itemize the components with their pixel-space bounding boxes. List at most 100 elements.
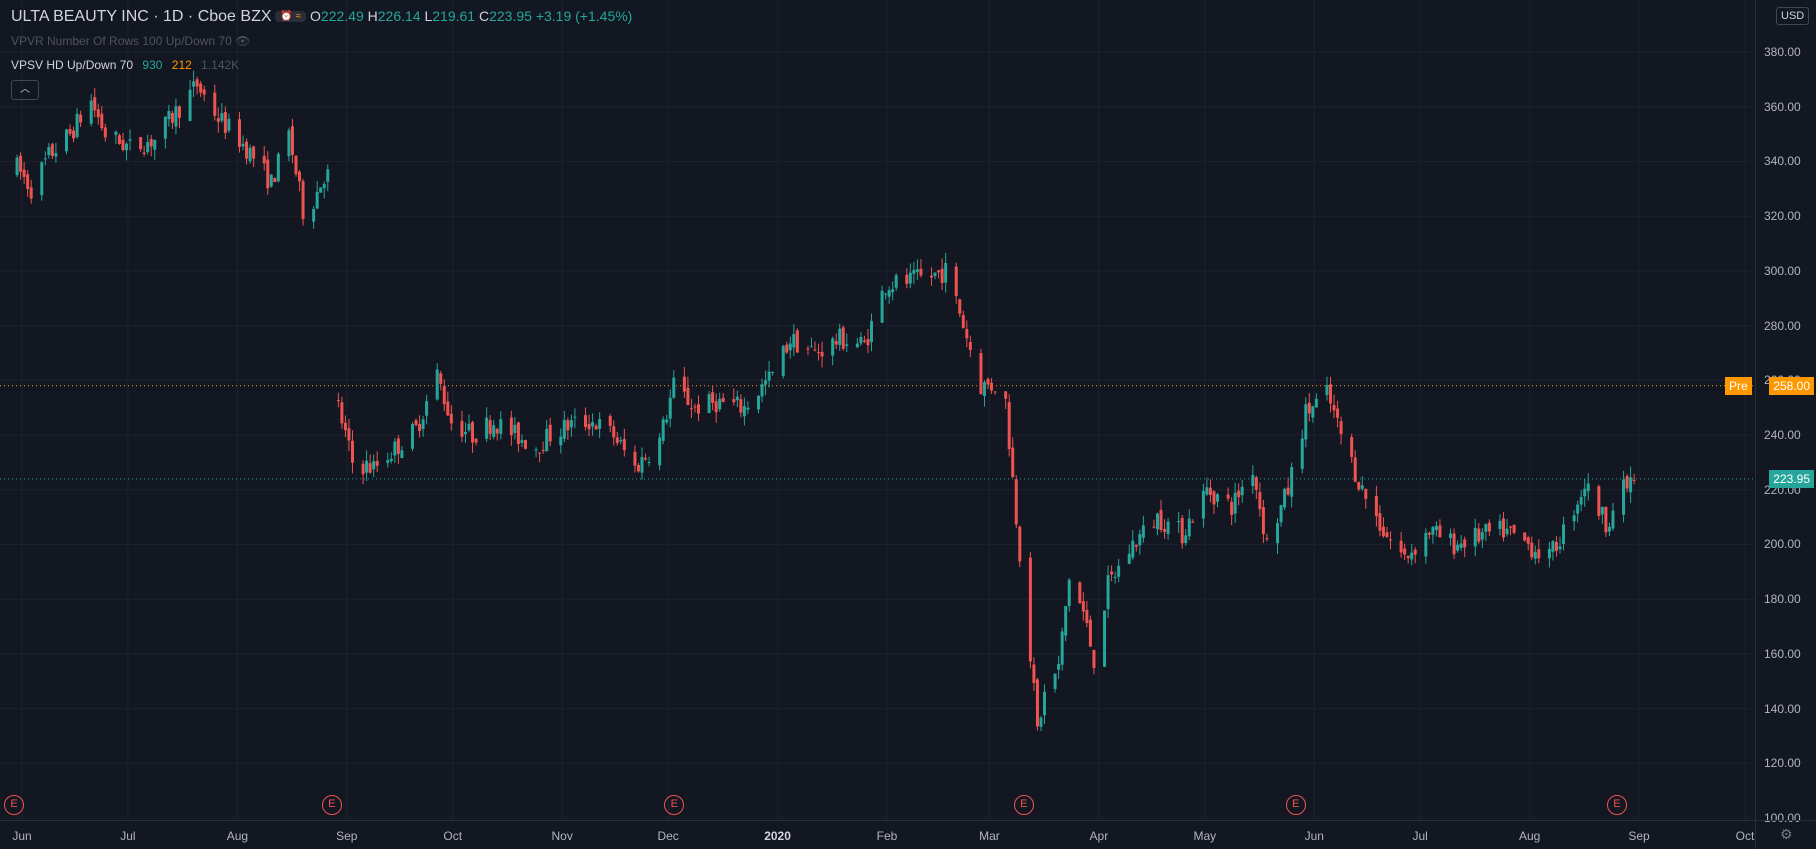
time-tick-label: Feb bbox=[876, 829, 898, 843]
candle-body bbox=[1604, 506, 1608, 533]
candle-body bbox=[294, 155, 298, 175]
indicator-vpsv-total: 1.142K bbox=[201, 58, 240, 72]
earnings-marker[interactable]: E bbox=[1606, 795, 1627, 815]
candle-body bbox=[1353, 457, 1357, 482]
candle-body bbox=[1424, 532, 1428, 557]
candle-body bbox=[711, 392, 715, 403]
candle-body bbox=[1184, 535, 1188, 543]
candle-body bbox=[312, 208, 316, 222]
settings-gear-icon[interactable]: ⚙ bbox=[1780, 826, 1793, 842]
candle-body bbox=[15, 157, 19, 176]
earnings-marker[interactable]: E bbox=[321, 795, 342, 815]
candle-body bbox=[809, 346, 813, 348]
candle-body bbox=[372, 461, 376, 470]
candle-body bbox=[742, 406, 746, 417]
candle-body bbox=[1163, 529, 1167, 532]
candle-body bbox=[1007, 402, 1011, 450]
candle-body bbox=[845, 344, 849, 346]
collapse-legend-button[interactable]: ︿ bbox=[11, 80, 39, 100]
currency-button[interactable]: USD bbox=[1776, 7, 1810, 25]
candle-body bbox=[732, 399, 736, 403]
candle-body bbox=[573, 416, 577, 418]
candle-body bbox=[1060, 631, 1064, 665]
candle-body bbox=[1385, 532, 1389, 538]
candle-body bbox=[813, 349, 817, 351]
candle-body bbox=[1004, 391, 1008, 399]
last-price-badge: 223.95 bbox=[1769, 469, 1814, 488]
candle-body bbox=[262, 155, 266, 164]
candle-body bbox=[1187, 518, 1191, 537]
candle-body bbox=[435, 369, 439, 400]
candle-body bbox=[1438, 525, 1442, 538]
candle-body bbox=[1201, 490, 1205, 519]
candle-body bbox=[64, 129, 68, 152]
candle-body bbox=[1237, 490, 1241, 498]
candle-body bbox=[862, 340, 866, 342]
candle-body bbox=[682, 376, 686, 392]
candle-body bbox=[887, 290, 891, 297]
chart-svg[interactable] bbox=[0, 0, 1755, 820]
indicator-vpsv[interactable]: VPSV HD Up/Down 70 930 212 1.142K bbox=[11, 58, 239, 72]
time-tick-label: Oct bbox=[1735, 829, 1755, 843]
candle-body bbox=[979, 353, 983, 395]
candle-body bbox=[509, 417, 513, 436]
candles[interactable] bbox=[15, 70, 1636, 732]
candle-body bbox=[40, 162, 44, 196]
symbol-legend[interactable]: ULTA BEAUTY INC · 1D · Cboe BZX ⏰ ≈ O222… bbox=[11, 8, 632, 26]
candle-body bbox=[248, 147, 252, 162]
candle-body bbox=[718, 398, 722, 410]
candle-body bbox=[474, 438, 478, 443]
open-value: 222.49 bbox=[320, 8, 364, 24]
price-axis[interactable]: 380.00360.00340.00320.00300.00280.00260.… bbox=[1755, 0, 1816, 825]
candle-body bbox=[693, 406, 697, 408]
candle-body bbox=[788, 343, 792, 351]
candle-body bbox=[368, 463, 372, 473]
candle-body bbox=[343, 422, 347, 431]
candle-body bbox=[1431, 527, 1435, 535]
candle-body bbox=[1611, 510, 1615, 529]
candle-body bbox=[859, 336, 863, 344]
candle-body bbox=[633, 451, 637, 466]
candle-body bbox=[1212, 491, 1216, 505]
candle-body bbox=[1505, 528, 1509, 535]
candle-body bbox=[170, 112, 174, 123]
earnings-marker[interactable]: E bbox=[4, 795, 24, 815]
time-axis[interactable]: Jun Jul Aug Sep Oct Nov Dec 2020 Feb Mar Apr May Jun… bbox=[0, 820, 1755, 849]
high-value: 226.14 bbox=[377, 8, 421, 24]
candle-body bbox=[1547, 548, 1551, 559]
eye-hidden-icon[interactable]: 👁 bbox=[235, 34, 251, 48]
candle-body bbox=[1106, 575, 1110, 609]
candle-body bbox=[43, 158, 47, 160]
candle-body bbox=[188, 89, 192, 121]
indicator-vpsv-up: 930 bbox=[142, 58, 163, 72]
candle-body bbox=[1166, 521, 1170, 534]
time-tick-label: Dec bbox=[657, 829, 679, 843]
candle-body bbox=[644, 457, 648, 460]
time-tick-label: Oct bbox=[443, 829, 463, 843]
candle-body bbox=[1325, 385, 1329, 395]
indicator-vpvr[interactable]: VPVR Number Of Rows 100 Up/Down 70 👁 bbox=[11, 34, 250, 48]
candle-body bbox=[795, 330, 799, 353]
candle-body bbox=[915, 269, 919, 273]
earnings-marker[interactable]: E bbox=[1013, 795, 1034, 815]
candle-body bbox=[1551, 541, 1555, 552]
candle-body bbox=[1226, 494, 1230, 499]
earnings-marker[interactable]: E bbox=[664, 795, 685, 815]
earnings-marker[interactable]: E bbox=[1285, 795, 1306, 815]
candle-body bbox=[1110, 571, 1114, 575]
candle-body bbox=[894, 275, 898, 288]
premarket-badge-label: Pre bbox=[1725, 376, 1752, 395]
premarket-badge: 258.00 bbox=[1769, 376, 1814, 395]
time-tick-label: Sep bbox=[336, 829, 358, 843]
candle-body bbox=[1434, 525, 1438, 531]
candle-body bbox=[418, 424, 422, 432]
candle-body bbox=[665, 419, 669, 423]
candle-body bbox=[622, 439, 626, 451]
change-value: +3.19 (+1.45%) bbox=[535, 8, 633, 24]
candle-body bbox=[1526, 537, 1530, 544]
candle-body bbox=[591, 422, 595, 427]
time-tick-label: Mar bbox=[979, 829, 1000, 843]
candle-body bbox=[446, 401, 450, 416]
candle-body bbox=[619, 439, 623, 442]
